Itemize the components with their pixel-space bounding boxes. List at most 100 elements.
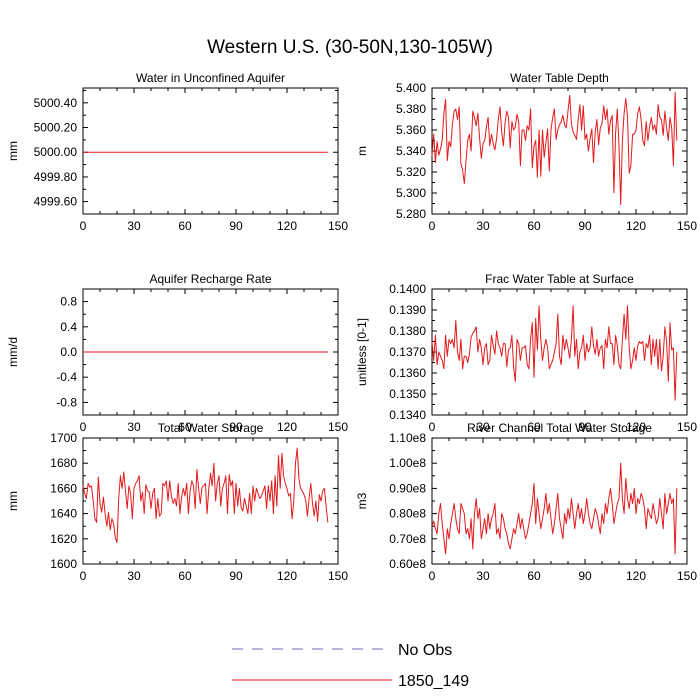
panel-water-table-depth: Water Table Depth m 0 30 60 90 120 150 5.280 5.30… [355, 71, 697, 233]
legend-label: No Obs [398, 642, 452, 659]
y-tick-label: 0.0 [60, 345, 77, 359]
y-tick-label: 5.340 [396, 144, 426, 158]
y-tick-label: 0.80e8 [389, 507, 426, 521]
y-tick-label: 0.1400 [389, 282, 426, 296]
y-tick-label: 5.400 [396, 81, 426, 95]
legend-label: 1850_149 [398, 673, 469, 690]
y-tick-label: -0.4 [56, 370, 77, 384]
legend-item: No Obs [232, 642, 452, 659]
x-tick-label: 120 [277, 569, 297, 583]
y-tick-label: 5.360 [396, 123, 426, 137]
panel-title: Total Water Storage [158, 421, 264, 435]
y-tick-label: 5.300 [396, 186, 426, 200]
x-tick-label: 30 [476, 420, 490, 434]
legend-item: 1850_149 [232, 673, 469, 690]
y-tick-label: 1600 [50, 557, 77, 571]
x-tick-label: 0 [429, 569, 436, 583]
y-tick-label: 4999.60 [34, 195, 78, 209]
x-tick-label: 60 [178, 420, 192, 434]
y-axis-label: unitless [0-1] [355, 318, 369, 386]
panel-title: River Channel Total Water Storage [467, 421, 652, 435]
x-tick-label: 90 [578, 569, 592, 583]
x-tick-label: 60 [527, 569, 541, 583]
y-tick-label: 0.1350 [389, 387, 426, 401]
y-tick-label: 0.70e8 [389, 532, 426, 546]
x-tick-label: 120 [626, 420, 646, 434]
panel-title: Frac Water Table at Surface [485, 272, 634, 286]
y-tick-label: 0.60e8 [389, 557, 426, 571]
y-tick-label: 0.1370 [389, 345, 426, 359]
y-axis-label: m [355, 146, 369, 156]
panel-title: Water in Unconfined Aquifer [136, 71, 285, 85]
y-axis-label: m3 [355, 492, 369, 509]
panel-grid: Water in Unconfined Aquifer mm 0 30 60 90 120 1… [6, 71, 697, 583]
y-tick-label: -0.8 [56, 395, 77, 409]
x-tick-label: 150 [677, 219, 697, 233]
y-tick-label: 5000.40 [34, 96, 78, 110]
plot-frame [82, 437, 339, 565]
x-tick-label: 0 [429, 420, 436, 434]
y-tick-label: 1.00e8 [389, 456, 426, 470]
x-tick-label: 120 [277, 420, 297, 434]
y-tick-label: 1640 [50, 507, 77, 521]
x-tick-label: 30 [127, 569, 141, 583]
panel-river-channel-storage: River Channel Total Water Storage m3 0 30 60… [355, 421, 697, 583]
y-tick-label: 1620 [50, 532, 77, 546]
x-tick-label: 0 [80, 569, 87, 583]
y-tick-label: 0.1360 [389, 366, 426, 380]
y-tick-label: 5.380 [396, 102, 426, 116]
figure-title: Western U.S. (30-50N,130-105W) [207, 37, 493, 58]
y-axis-label: mm [6, 141, 20, 161]
y-tick-label: 5.280 [396, 207, 426, 221]
y-tick-label: 0.1390 [389, 303, 426, 317]
x-tick-label: 60 [527, 219, 541, 233]
panel-title: Water Table Depth [510, 71, 609, 85]
series-line-1850_149 [431, 462, 678, 555]
x-tick-label: 150 [677, 420, 697, 434]
x-tick-label: 60 [178, 569, 192, 583]
y-tick-label: 5000.20 [34, 121, 78, 135]
y-tick-label: 0.8 [60, 295, 77, 309]
y-axis-label: mm [6, 491, 20, 511]
x-tick-label: 0 [80, 420, 87, 434]
x-tick-label: 90 [578, 219, 592, 233]
y-tick-label: 1700 [50, 431, 77, 445]
plot-frame [431, 87, 688, 215]
panel-total-water-storage: Total Water Storage mm 0 30 60 90 120 150 1600 16… [6, 421, 348, 583]
x-tick-label: 0 [429, 219, 436, 233]
x-tick-label: 90 [229, 420, 243, 434]
x-tick-label: 90 [578, 420, 592, 434]
y-tick-label: 1660 [50, 481, 77, 495]
x-tick-label: 150 [328, 219, 348, 233]
x-tick-label: 150 [677, 569, 697, 583]
x-tick-label: 30 [476, 569, 490, 583]
series-line-1850_149 [431, 305, 678, 401]
y-tick-label: 5000.00 [34, 145, 78, 159]
y-tick-label: 0.1380 [389, 324, 426, 338]
x-tick-label: 90 [229, 219, 243, 233]
x-tick-label: 60 [527, 420, 541, 434]
x-tick-label: 150 [328, 569, 348, 583]
plot-frame [431, 437, 688, 565]
x-tick-label: 120 [277, 219, 297, 233]
series-line-1850_149 [82, 447, 329, 544]
panel-title: Aquifer Recharge Rate [149, 272, 271, 286]
x-tick-label: 120 [626, 219, 646, 233]
x-tick-label: 30 [127, 219, 141, 233]
x-tick-label: 60 [178, 219, 192, 233]
y-axis-label: mm/d [6, 337, 20, 367]
x-tick-label: 90 [229, 569, 243, 583]
panel-water-aquifer: Water in Unconfined Aquifer mm 0 30 60 90 120 1… [6, 71, 348, 233]
x-tick-label: 120 [626, 569, 646, 583]
legend: No Obs 1850_149 [232, 642, 469, 690]
x-tick-label: 30 [476, 219, 490, 233]
y-tick-label: 0.90e8 [389, 481, 426, 495]
y-tick-label: 1.10e8 [389, 431, 426, 445]
y-tick-label: 0.1340 [389, 408, 426, 422]
x-tick-label: 30 [127, 420, 141, 434]
y-tick-label: 0.4 [60, 320, 77, 334]
y-tick-label: 1680 [50, 456, 77, 470]
panel-frac-water-table: Frac Water Table at Surface unitless [0-1… [355, 272, 697, 434]
y-tick-label: 4999.80 [34, 170, 78, 184]
